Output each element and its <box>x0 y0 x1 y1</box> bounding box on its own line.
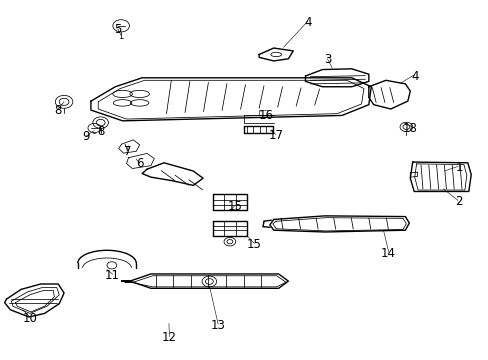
Text: 7: 7 <box>123 145 131 158</box>
Text: 11: 11 <box>104 269 119 282</box>
Text: 4: 4 <box>410 69 418 82</box>
Text: 16: 16 <box>259 109 273 122</box>
Text: 9: 9 <box>82 130 90 144</box>
Text: 8: 8 <box>97 125 104 138</box>
Text: 1: 1 <box>454 161 462 174</box>
Text: 3: 3 <box>323 53 330 66</box>
Text: 15: 15 <box>246 238 261 251</box>
Text: 5: 5 <box>114 23 121 36</box>
Text: 8: 8 <box>55 104 62 117</box>
Text: 2: 2 <box>454 195 462 208</box>
Text: 4: 4 <box>304 16 311 29</box>
Text: 13: 13 <box>210 319 224 332</box>
Text: 6: 6 <box>136 157 143 170</box>
Text: 12: 12 <box>161 331 176 344</box>
Text: 17: 17 <box>268 129 283 142</box>
Text: 14: 14 <box>380 247 395 260</box>
Text: 15: 15 <box>227 201 242 213</box>
Text: 10: 10 <box>22 311 37 325</box>
Text: 18: 18 <box>402 122 417 135</box>
